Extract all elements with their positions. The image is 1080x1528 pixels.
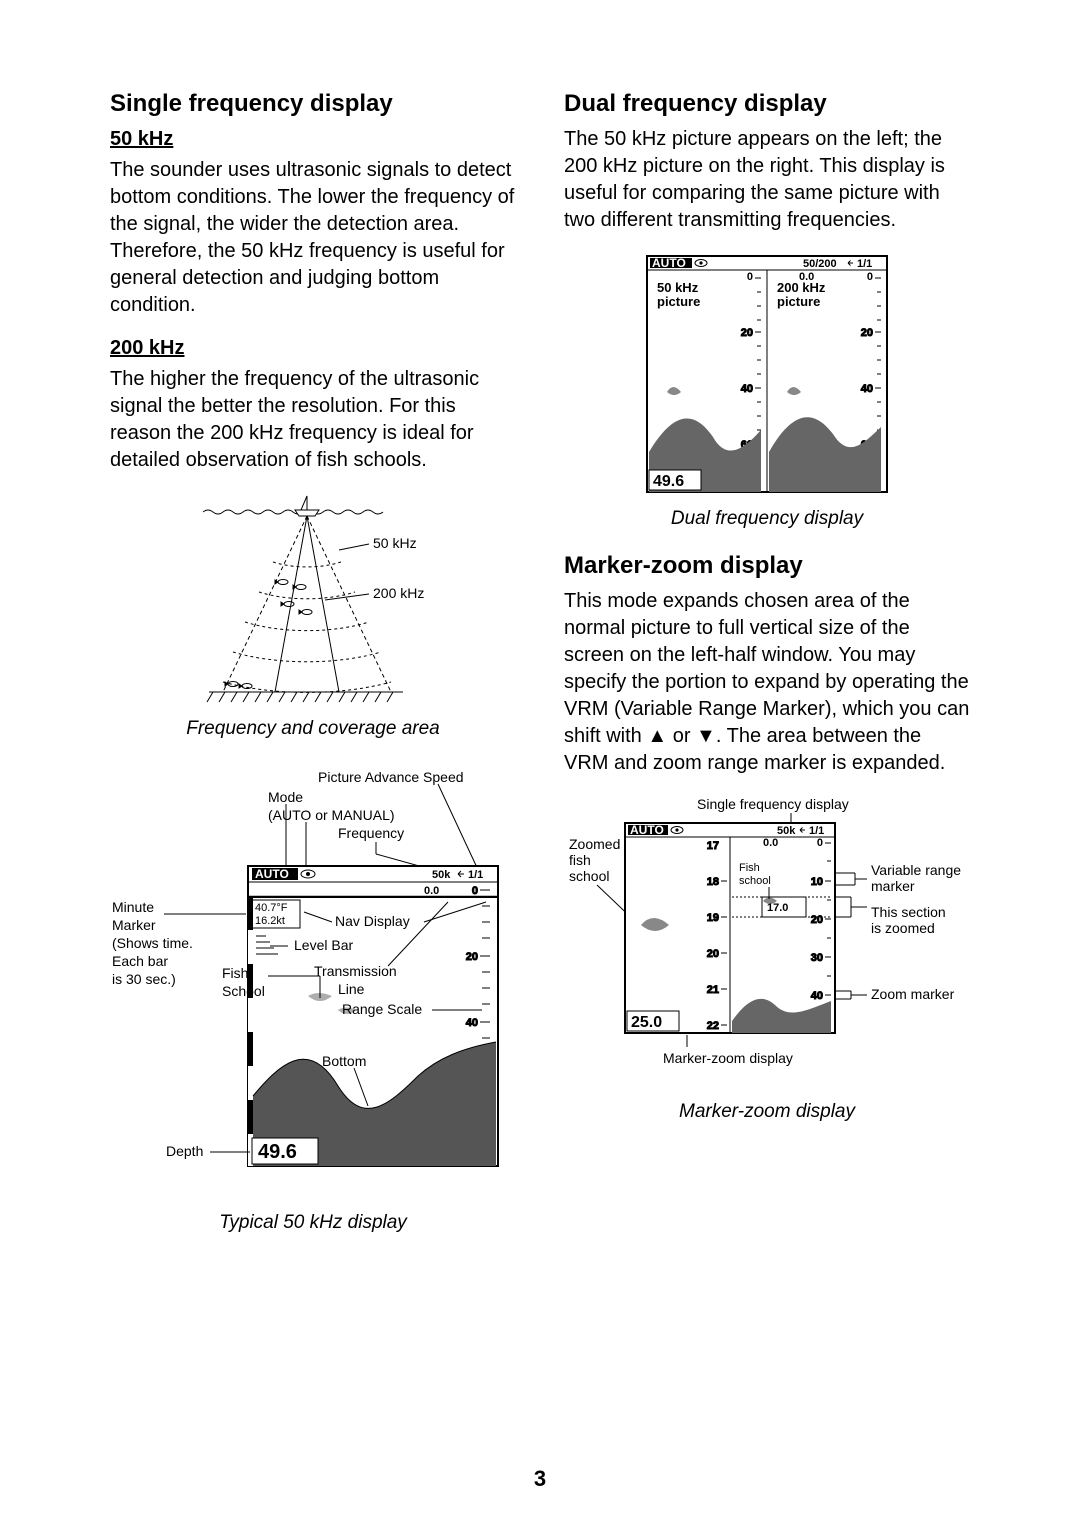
- label-single-freq-top: Single frequency display: [697, 796, 849, 812]
- svg-text:40: 40: [861, 383, 873, 395]
- figure-typical-50khz: Picture Advance Speed Mode (AUTO or MANU…: [110, 766, 516, 1256]
- label-freq-mz: 50k: [777, 825, 796, 837]
- paragraph-dual-frequency: The 50 kHz picture appears on the left; …: [564, 126, 970, 234]
- caption-typical-50khz: Typical 50 kHz display: [219, 1212, 407, 1234]
- subheading-50khz: 50 kHz: [110, 128, 516, 151]
- heading-single-frequency: Single frequency display: [110, 90, 516, 118]
- label-start-depth-mz: 0.0: [763, 837, 778, 849]
- heading-marker-zoom: Marker-zoom display: [564, 552, 970, 580]
- label-is30: is 30 sec.): [112, 971, 176, 987]
- svg-text:18: 18: [707, 876, 719, 888]
- label-50khz-cone: 50 kHz: [373, 535, 417, 551]
- label-mode: Mode: [268, 789, 303, 805]
- svg-text:40: 40: [741, 383, 753, 395]
- label-minute: Minute: [112, 899, 154, 915]
- label-zoomed-school: school: [569, 868, 609, 884]
- svg-text:17: 17: [707, 840, 719, 852]
- label-line: Line: [338, 981, 365, 997]
- label-speed-mz: 1/1: [809, 825, 824, 837]
- label-left-0: 0: [747, 271, 753, 283]
- label-mode-sub: (AUTO or MANUAL): [268, 807, 395, 823]
- label-bottom: Bottom: [322, 1053, 366, 1069]
- svg-text:22: 22: [707, 1020, 719, 1032]
- caption-coverage-area: Frequency and coverage area: [186, 718, 440, 740]
- svg-text:40: 40: [811, 990, 823, 1002]
- label-fish: Fish: [222, 965, 248, 981]
- label-200khz-cone: 200 kHz: [373, 585, 424, 601]
- label-zoom-marker: Zoom marker: [871, 986, 955, 1002]
- label-depth: Depth: [166, 1143, 203, 1159]
- label-zoomed-fish: fish: [569, 852, 591, 868]
- paragraph-50khz: The sounder uses ultrasonic signals to d…: [110, 157, 516, 319]
- label-vrm-2: marker: [871, 878, 915, 894]
- label-this-1: This section: [871, 904, 946, 920]
- label-auto: AUTO: [255, 867, 289, 881]
- svg-text:20: 20: [861, 327, 873, 339]
- label-right-0-mz: 0: [817, 837, 823, 849]
- label-depth-value: 49.6: [258, 1141, 297, 1163]
- label-zoomed: Zoomed: [569, 836, 620, 852]
- svg-text:19: 19: [707, 912, 719, 924]
- label-this-2: is zoomed: [871, 920, 935, 936]
- svg-text:20: 20: [741, 327, 753, 339]
- label-rangescale: Range Scale: [342, 1001, 422, 1017]
- label-fish-right: Fish: [739, 862, 760, 874]
- label-speed-dual: 1/1: [857, 258, 872, 270]
- svg-text:10: 10: [811, 876, 823, 888]
- label-frequency: Frequency: [338, 825, 404, 841]
- heading-dual-frequency: Dual frequency display: [564, 90, 970, 118]
- caption-marker-zoom: Marker-zoom display: [679, 1101, 855, 1123]
- page-number: 3: [0, 1466, 1080, 1492]
- label-200khz-picture-2: picture: [777, 294, 820, 309]
- label-vrm-value: 17.0: [767, 902, 788, 914]
- figure-marker-zoom: Single frequency display Zoomed fish sch…: [564, 795, 970, 1145]
- label-showstime: (Shows time.: [112, 935, 193, 951]
- label-auto-dual: AUTO: [652, 256, 686, 270]
- label-picadv: Picture Advance Speed: [318, 769, 464, 785]
- caption-dual-frequency: Dual frequency display: [671, 508, 863, 530]
- svg-text:21: 21: [707, 984, 719, 996]
- label-200khz-picture-1: 200 kHz: [777, 280, 826, 295]
- tick-40: 40: [466, 1017, 478, 1029]
- label-transmission: Transmission: [314, 963, 397, 979]
- label-50khz-picture-1: 50 kHz: [657, 280, 699, 295]
- tick-20: 20: [466, 951, 478, 963]
- label-depth-dual: 49.6: [653, 473, 684, 490]
- label-bottom-mz: Marker-zoom display: [663, 1050, 793, 1066]
- subheading-200khz: 200 kHz: [110, 337, 516, 360]
- figure-dual-frequency: AUTO 50/200 1/1 0 0.0 0 50 kHz picture 2…: [564, 252, 970, 552]
- label-eachbar: Each bar: [112, 953, 168, 969]
- tick-0: 0: [472, 885, 478, 897]
- svg-text:20: 20: [811, 914, 823, 926]
- label-nav-speed: 16.2kt: [255, 915, 285, 927]
- label-freq-dual: 50/200: [803, 258, 837, 270]
- svg-text:20: 20: [707, 948, 719, 960]
- label-start-depth: 0.0: [424, 885, 439, 897]
- label-school: School: [222, 983, 265, 999]
- label-vrm-1: Variable range: [871, 862, 961, 878]
- label-speed-value: 1/1: [468, 869, 483, 881]
- paragraph-marker-zoom: This mode expands chosen area of the nor…: [564, 588, 970, 777]
- label-levelbar: Level Bar: [294, 937, 353, 953]
- label-freq-value: 50k: [432, 869, 451, 881]
- label-nav-temp: 40.7°F: [255, 902, 288, 914]
- svg-text:30: 30: [811, 952, 823, 964]
- paragraph-200khz: The higher the frequency of the ultrason…: [110, 366, 516, 474]
- label-50khz-picture-2: picture: [657, 294, 700, 309]
- label-school-right: school: [739, 875, 771, 887]
- figure-coverage-area: 50 kHz 200 kHz Frequency and coverage ar…: [110, 492, 516, 762]
- label-marker: Marker: [112, 917, 156, 933]
- label-right-0: 0: [867, 271, 873, 283]
- label-depth-mz: 25.0: [631, 1014, 662, 1031]
- label-navdisplay: Nav Display: [335, 913, 410, 929]
- label-auto-mz: AUTO: [630, 823, 664, 837]
